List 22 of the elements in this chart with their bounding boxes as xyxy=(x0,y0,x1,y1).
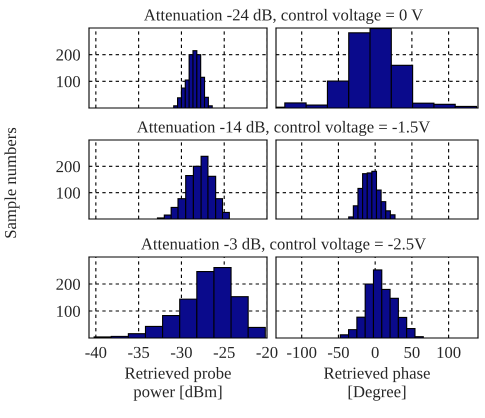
y-tick-label: 100 xyxy=(57,76,80,88)
y-tick-label: 100 xyxy=(57,187,80,199)
x-tick-label: -100 xyxy=(287,346,316,358)
x-axis-title: Retrieved phase [Degree] xyxy=(324,367,430,401)
chart-title: Attenuation -14 dB, control voltage = -1.5V xyxy=(136,120,430,136)
chart-title: Attenuation -3 dB, control voltage = -2.5V xyxy=(141,238,426,253)
y-tick-label: 200 xyxy=(56,161,80,172)
y-tick-label: 200 xyxy=(56,278,80,290)
x-tick-label: -35 xyxy=(128,346,150,358)
x-tick-label: -25 xyxy=(214,346,235,358)
x-tick-label: -30 xyxy=(170,346,192,358)
x-tick-label: 0 xyxy=(372,346,379,358)
y-tick-label: 200 xyxy=(56,49,80,61)
x-tick-label: -50 xyxy=(328,346,349,358)
x-tick-label: -20 xyxy=(256,346,278,358)
x-axis-title: Retrieved probe power [dBm] xyxy=(125,367,231,401)
x-tick-label: 50 xyxy=(404,346,420,358)
chart-title: Attenuation -24 dB, control voltage = 0 V xyxy=(144,8,424,24)
y-tick-label: 100 xyxy=(57,306,80,317)
x-tick-label: -40 xyxy=(85,346,106,358)
x-tick-label: 100 xyxy=(438,346,460,358)
y-axis-title: Sample numbers xyxy=(4,128,20,238)
